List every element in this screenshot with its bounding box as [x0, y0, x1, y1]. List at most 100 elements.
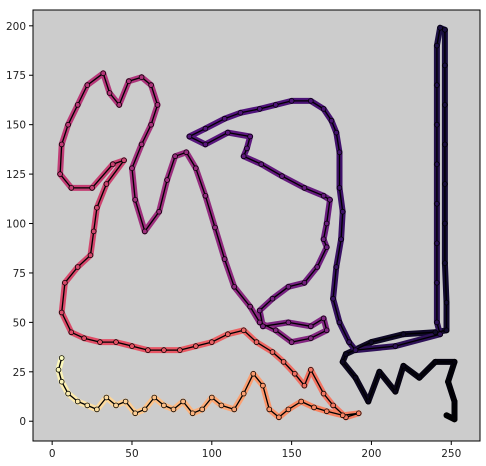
- y-tick-label: 100: [6, 219, 26, 231]
- path-point: [355, 410, 362, 417]
- y-tick-label: 200: [6, 21, 26, 33]
- path-point: [442, 102, 448, 108]
- path-point: [113, 339, 119, 345]
- path-point: [122, 398, 129, 405]
- path-point: [339, 359, 346, 365]
- path-point: [269, 349, 276, 355]
- path-point: [55, 366, 62, 373]
- path-point: [352, 347, 359, 353]
- path-point: [256, 307, 263, 314]
- path-point: [57, 171, 63, 177]
- path-point: [333, 264, 340, 270]
- path-point: [237, 110, 244, 116]
- path-point: [202, 193, 209, 199]
- path-point: [62, 279, 68, 286]
- path-point: [339, 208, 346, 215]
- path-point: [266, 406, 273, 413]
- path-point: [81, 335, 87, 342]
- path-point: [434, 319, 440, 326]
- path-point: [320, 106, 327, 112]
- path-point: [269, 295, 276, 302]
- path-point: [87, 252, 94, 259]
- path-point: [148, 82, 154, 88]
- path-point: [279, 173, 285, 179]
- path-point: [327, 197, 333, 203]
- path-point: [314, 264, 321, 270]
- path-point: [443, 299, 450, 306]
- path-point: [142, 228, 148, 235]
- path-point: [323, 220, 330, 227]
- path-point: [151, 394, 158, 401]
- path-point: [343, 351, 349, 357]
- path-point: [311, 404, 317, 411]
- path-point: [253, 339, 260, 345]
- path-point: [240, 327, 247, 334]
- path-point: [247, 133, 253, 140]
- path-point: [156, 208, 162, 215]
- y-tick-label: 50: [13, 317, 26, 329]
- path-point: [298, 398, 305, 405]
- path-point: [285, 406, 292, 413]
- path-point: [58, 355, 65, 361]
- path-point: [400, 363, 407, 369]
- path-point: [442, 62, 448, 69]
- path-point: [434, 42, 440, 49]
- path-point: [84, 82, 91, 88]
- path-point: [258, 161, 265, 168]
- path-point: [193, 343, 199, 349]
- path-point: [272, 327, 279, 334]
- path-point: [240, 153, 247, 160]
- path-point: [148, 121, 154, 128]
- path-point: [276, 414, 282, 421]
- path-point: [432, 359, 439, 365]
- path-point: [288, 339, 295, 345]
- path-point: [451, 359, 458, 365]
- path-point: [186, 133, 193, 140]
- path-point: [328, 117, 335, 124]
- path-point: [432, 329, 439, 336]
- path-point: [442, 141, 448, 148]
- path-point: [338, 236, 344, 243]
- path-point: [346, 339, 352, 345]
- path-point: [100, 70, 106, 77]
- path-point: [376, 368, 383, 375]
- path-point: [58, 378, 65, 385]
- y-tick-label: 150: [6, 120, 26, 132]
- path-point: [260, 382, 266, 389]
- path-point: [129, 343, 135, 349]
- path-point: [307, 98, 314, 104]
- x-tick-label: 0: [49, 448, 56, 460]
- path-point: [451, 416, 458, 423]
- path-point: [451, 398, 458, 405]
- path-point: [336, 319, 343, 326]
- x-tick-label: 250: [441, 448, 461, 460]
- path-point: [121, 157, 127, 164]
- path-point: [221, 115, 228, 122]
- path-point: [442, 260, 448, 266]
- path-point: [202, 125, 209, 132]
- path-point: [320, 315, 327, 322]
- y-tick-label: 75: [13, 268, 26, 280]
- path-point: [170, 406, 177, 413]
- path-point: [301, 279, 308, 286]
- path-point: [434, 279, 440, 286]
- path-point: [74, 264, 81, 270]
- path-point: [103, 181, 110, 187]
- path-point: [209, 339, 215, 345]
- path-point: [323, 408, 330, 415]
- path-point: [307, 335, 314, 342]
- path-point: [336, 149, 343, 156]
- path-point: [225, 129, 231, 136]
- path-point: [240, 390, 247, 397]
- path-point: [145, 347, 151, 353]
- path-point: [256, 106, 263, 112]
- path-point: [434, 201, 440, 207]
- x-tick-label: 150: [282, 448, 302, 460]
- path-point: [330, 402, 336, 409]
- x-axis: 0 50 100 150 200 250: [49, 441, 461, 460]
- y-tick-label: 25: [13, 367, 26, 379]
- path-point: [189, 410, 196, 417]
- path-point: [154, 102, 161, 108]
- path-point: [106, 90, 113, 96]
- path-point: [90, 228, 97, 235]
